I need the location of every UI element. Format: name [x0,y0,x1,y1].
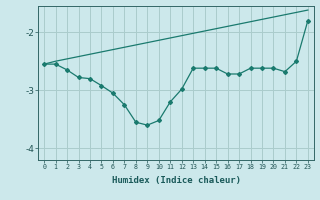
X-axis label: Humidex (Indice chaleur): Humidex (Indice chaleur) [111,176,241,185]
